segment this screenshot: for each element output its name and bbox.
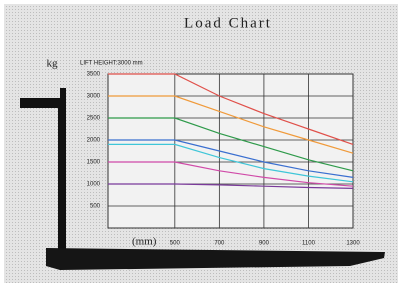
y-tick-label: 1500 <box>87 160 101 166</box>
x-axis-label: (mm) <box>132 236 157 248</box>
y-tick-label: 1000 <box>87 182 101 188</box>
annotation: LIFT HEIGHT:3000 mm <box>80 61 143 67</box>
page: {"chart_data": { "type": "line", "title"… <box>0 0 402 287</box>
chart-title: Load Chart <box>184 15 272 31</box>
x-tick-label: 1100 <box>302 241 316 247</box>
x-tick-label: 500 <box>170 241 181 247</box>
y-tick-label: 3500 <box>87 72 101 78</box>
x-tick-label: 700 <box>214 241 225 247</box>
y-tick-label: 500 <box>90 204 101 210</box>
chart: Load Chart kg LIFT HEIGHT:3000 mm (mm) 5… <box>0 0 402 287</box>
x-tick-label: 1300 <box>346 241 360 247</box>
y-tick-label: 2500 <box>87 116 101 122</box>
y-tick-label: 3000 <box>87 94 101 100</box>
y-axis-label: kg <box>47 58 59 70</box>
x-tick-label: 900 <box>259 241 270 247</box>
plot-frame <box>108 74 353 228</box>
y-tick-label: 2000 <box>87 138 101 144</box>
